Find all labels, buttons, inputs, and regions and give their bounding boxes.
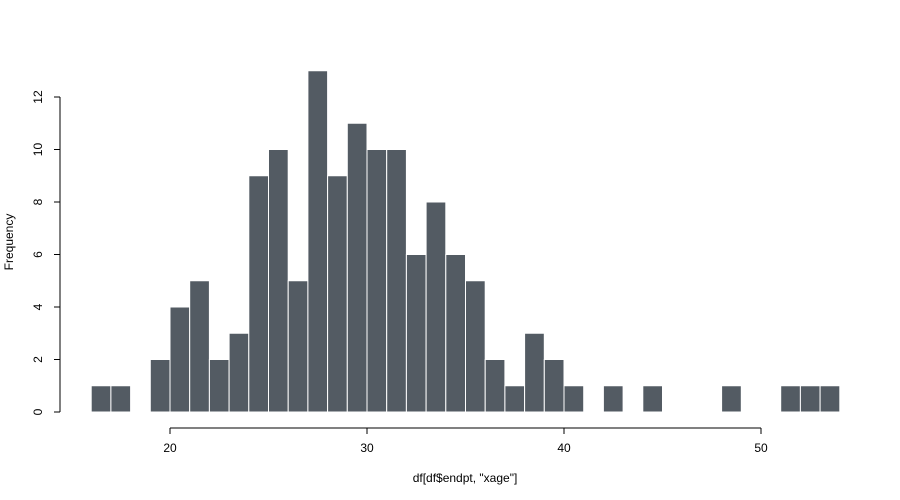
histogram-bar-32-33 — [405, 254, 427, 413]
histogram-bar-23-24 — [228, 332, 250, 413]
histogram-bar-16-17 — [90, 385, 112, 413]
histogram-bar-29-30 — [346, 122, 368, 413]
histogram-bars — [90, 70, 841, 413]
y-tick-label-8: 8 — [31, 198, 45, 205]
histogram-bar-53-54 — [819, 385, 841, 413]
histogram-bar-52-53 — [799, 385, 821, 413]
y-tick-label-0: 0 — [31, 408, 45, 415]
histogram-bar-38-39 — [524, 332, 545, 413]
histogram-bar-35-36 — [465, 280, 486, 413]
y-axis-title: Frequency — [2, 214, 16, 271]
y-tick-label-2: 2 — [31, 356, 45, 363]
histogram-bar-42-43 — [602, 385, 624, 413]
x-axis: 20 30 40 50 — [163, 427, 768, 455]
y-tick-label-4: 4 — [31, 303, 45, 310]
histogram-bar-30-31 — [366, 149, 388, 413]
histogram-bar-28-29 — [327, 175, 348, 413]
y-tick-label-6: 6 — [31, 251, 45, 258]
histogram-bar-21-22 — [189, 280, 210, 413]
histogram-bar-22-23 — [208, 359, 230, 413]
histogram-bar-39-40 — [543, 359, 565, 413]
x-axis-title: df[df$endpt, "xage"] — [413, 471, 518, 485]
histogram-bar-25-26 — [268, 149, 289, 413]
histogram-bar-37-38 — [504, 385, 526, 413]
histogram-bar-24-25 — [248, 175, 270, 413]
histogram-bar-26-27 — [287, 280, 309, 413]
x-tick-label-40: 40 — [557, 441, 571, 455]
histogram-bar-20-21 — [169, 306, 191, 413]
histogram-bar-19-20 — [149, 359, 171, 413]
histogram-bar-44-45 — [642, 385, 663, 413]
histogram-bar-36-37 — [484, 359, 506, 413]
histogram-bar-48-49 — [721, 385, 742, 413]
y-tick-label-10: 10 — [31, 143, 45, 157]
histogram-bar-17-18 — [110, 385, 132, 413]
x-tick-label-20: 20 — [163, 441, 177, 455]
histogram-bar-40-41 — [563, 385, 585, 413]
y-tick-label-12: 12 — [31, 90, 45, 104]
histogram-bar-34-35 — [445, 254, 466, 413]
histogram-bar-33-34 — [425, 201, 447, 413]
histogram-bar-31-32 — [386, 149, 407, 413]
histogram-bar-27-28 — [307, 70, 329, 413]
x-tick-label-50: 50 — [754, 441, 768, 455]
x-tick-label-30: 30 — [360, 441, 374, 455]
histogram-bar-51-52 — [780, 385, 801, 413]
y-axis: 0 2 4 6 8 10 12 — [31, 90, 61, 415]
